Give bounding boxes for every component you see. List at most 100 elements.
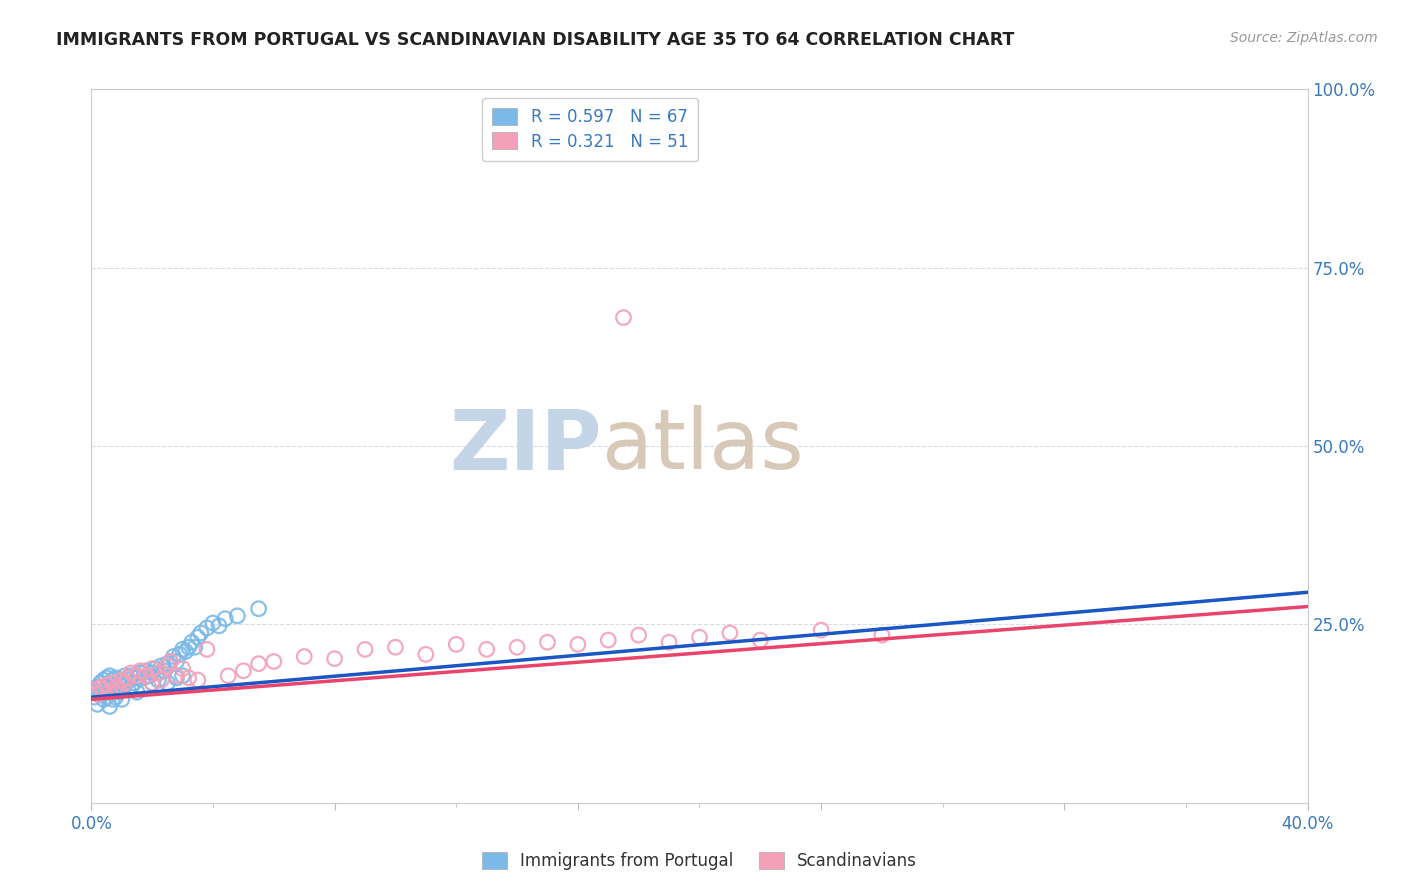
Point (104, 671, 127, 685)
Point (107, 676, 129, 690)
Point (86, 680, 108, 694)
Point (232, 664, 254, 678)
Point (627, 628, 650, 642)
Point (93, 673, 115, 687)
Point (122, 676, 145, 690)
Point (658, 635, 681, 649)
Point (114, 669, 136, 683)
Point (159, 655, 181, 669)
Point (111, 673, 134, 687)
Point (114, 676, 136, 690)
Point (135, 664, 157, 678)
Point (208, 619, 231, 633)
Point (506, 640, 529, 655)
Point (101, 676, 124, 690)
Point (148, 673, 170, 687)
Point (153, 664, 176, 678)
Point (135, 669, 157, 683)
Point (83, 690, 105, 705)
Point (172, 662, 194, 676)
Point (202, 615, 225, 630)
Point (98, 676, 121, 690)
Point (148, 665, 170, 680)
Point (150, 658, 173, 673)
Point (612, 310, 634, 325)
Point (150, 673, 173, 687)
Point (141, 662, 163, 676)
Point (132, 671, 155, 685)
Point (247, 601, 270, 615)
Point (177, 640, 200, 655)
Point (111, 683, 134, 698)
Point (101, 673, 124, 687)
Point (89, 687, 111, 701)
Point (107, 683, 129, 698)
Point (117, 683, 139, 698)
Point (187, 673, 209, 687)
Point (156, 658, 179, 673)
Point (125, 685, 148, 699)
Point (120, 680, 142, 694)
Point (120, 665, 142, 680)
Point (292, 649, 315, 664)
Text: ZIP: ZIP (450, 406, 602, 486)
Point (749, 633, 772, 648)
Point (169, 648, 191, 662)
Point (98, 685, 121, 699)
Point (159, 655, 181, 669)
Point (156, 676, 179, 690)
Point (96, 690, 118, 705)
Point (195, 642, 218, 657)
Point (86, 698, 108, 712)
Point (143, 662, 166, 676)
Point (180, 635, 202, 649)
Point (536, 635, 558, 649)
Point (567, 637, 589, 651)
Point (129, 665, 152, 680)
Point (141, 665, 163, 680)
Point (166, 671, 188, 685)
Point (98, 669, 121, 683)
Point (93, 683, 115, 698)
Point (83, 685, 105, 699)
Point (125, 669, 148, 683)
Point (93, 692, 115, 706)
Point (247, 657, 270, 671)
Point (384, 640, 406, 655)
Point (172, 669, 194, 683)
Point (107, 685, 129, 699)
Point (217, 669, 239, 683)
Point (166, 655, 188, 669)
Point (174, 644, 197, 658)
Text: IMMIGRANTS FROM PORTUGAL VS SCANDINAVIAN DISABILITY AGE 35 TO 64 CORRELATION CHA: IMMIGRANTS FROM PORTUGAL VS SCANDINAVIAN… (56, 31, 1015, 49)
Point (89, 676, 111, 690)
Point (156, 657, 179, 671)
Point (101, 685, 124, 699)
Point (162, 649, 184, 664)
Point (475, 642, 498, 657)
Text: Source: ZipAtlas.com: Source: ZipAtlas.com (1230, 31, 1378, 45)
Point (96, 678, 118, 692)
Point (195, 621, 218, 635)
Point (415, 648, 437, 662)
Text: atlas: atlas (602, 406, 804, 486)
Point (98, 699, 121, 714)
Point (870, 628, 893, 642)
Point (104, 680, 127, 694)
Point (141, 676, 163, 690)
Point (444, 637, 467, 651)
Legend: Immigrants from Portugal, Scandinavians: Immigrants from Portugal, Scandinavians (475, 845, 924, 877)
Point (718, 626, 741, 640)
Point (354, 642, 377, 657)
Point (187, 630, 209, 644)
Point (104, 680, 127, 694)
Point (138, 669, 160, 683)
Point (129, 664, 152, 678)
Point (148, 665, 170, 680)
Point (104, 690, 127, 705)
Point (96, 680, 118, 694)
Point (172, 642, 194, 657)
Point (96, 671, 118, 685)
Point (111, 692, 134, 706)
Point (93, 683, 115, 698)
